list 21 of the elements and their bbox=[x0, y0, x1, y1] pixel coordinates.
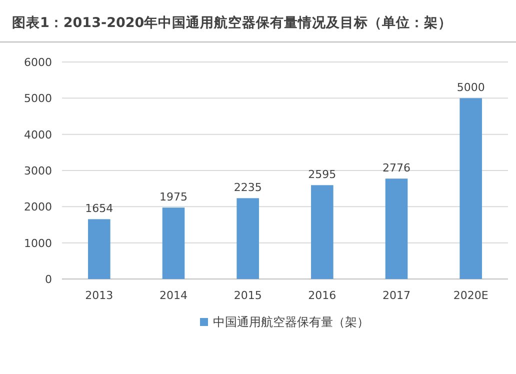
data-label: 5000 bbox=[456, 81, 485, 94]
y-tick-label: 3000 bbox=[24, 164, 52, 178]
y-tick-label: 1000 bbox=[24, 236, 52, 250]
y-tick-label: 4000 bbox=[24, 128, 52, 142]
x-tick-label: 2014 bbox=[160, 289, 188, 302]
y-tick-label: 2000 bbox=[24, 200, 52, 214]
y-tick-label: 0 bbox=[45, 273, 52, 286]
legend: 中国通用航空器保有量（架） bbox=[200, 315, 369, 329]
y-tick-label: 6000 bbox=[24, 56, 52, 69]
x-tick-label: 2013 bbox=[85, 289, 114, 302]
x-tick-label: 2016 bbox=[308, 289, 336, 302]
data-label: 2235 bbox=[234, 181, 262, 194]
data-label: 2595 bbox=[308, 168, 336, 182]
x-tick-label: 2015 bbox=[234, 289, 262, 302]
x-tick-label: 2020E bbox=[453, 289, 488, 302]
data-label: 2776 bbox=[382, 162, 410, 175]
x-tick-label: 2017 bbox=[382, 289, 410, 302]
data-label: 1654 bbox=[85, 202, 114, 216]
y-tick-label: 5000 bbox=[24, 92, 52, 106]
data-label: 1975 bbox=[160, 190, 188, 204]
title: 图表1：2013-2020年中国通用航空器保有量情况及目标（单位：架） bbox=[12, 15, 452, 31]
